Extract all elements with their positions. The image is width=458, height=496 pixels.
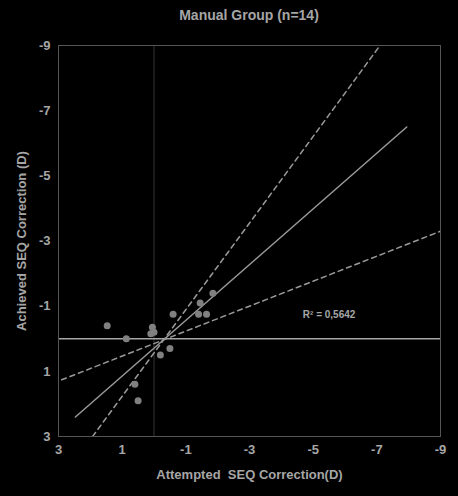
svg-text:3: 3 <box>55 442 62 457</box>
svg-text:-5: -5 <box>39 168 51 183</box>
svg-text:-3: -3 <box>244 442 256 457</box>
svg-text:-1: -1 <box>180 442 192 457</box>
svg-text:-9: -9 <box>39 38 51 53</box>
svg-text:-1: -1 <box>39 298 51 313</box>
svg-text:-3: -3 <box>39 233 51 248</box>
svg-text:-7: -7 <box>39 103 51 118</box>
html-text:Manual Group (n=14): Manual Group (n=14) <box>179 7 319 23</box>
svg-text:1: 1 <box>119 442 126 457</box>
svg-text:-7: -7 <box>371 442 383 457</box>
svg-text:Achieved SEQ Correction (D): Achieved SEQ Correction (D) <box>14 151 29 331</box>
svg-text:3: 3 <box>43 429 50 444</box>
svg-text:1: 1 <box>43 363 50 378</box>
svg-text:-5: -5 <box>307 442 319 457</box>
svg-text:-9: -9 <box>435 442 447 457</box>
svg-text:R² = 0,5642: R² = 0,5642 <box>303 309 356 320</box>
svg-text:Attempted SEQ Correction(D): Attempted SEQ Correction(D) <box>156 467 342 482</box>
